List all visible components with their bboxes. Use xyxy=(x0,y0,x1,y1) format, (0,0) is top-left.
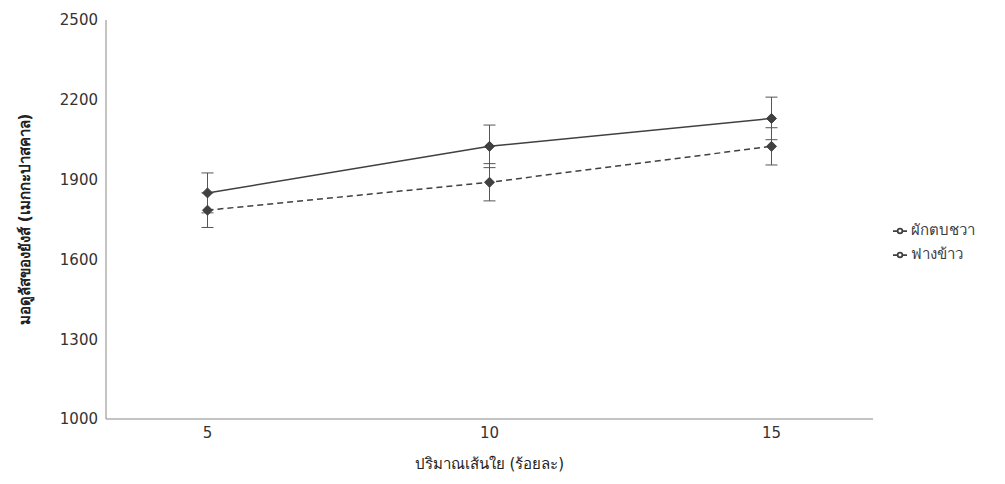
svg-text:2500: 2500 xyxy=(60,11,98,29)
svg-text:15: 15 xyxy=(762,424,781,442)
svg-text:1900: 1900 xyxy=(60,171,98,189)
svg-text:1000: 1000 xyxy=(60,410,98,428)
svg-text:5: 5 xyxy=(203,424,213,442)
svg-text:1600: 1600 xyxy=(60,251,98,269)
svg-text:2200: 2200 xyxy=(60,91,98,109)
svg-text:ปริมาณเส้นใย (ร้อยละ): ปริมาณเส้นใย (ร้อยละ) xyxy=(415,455,564,473)
svg-text:1300: 1300 xyxy=(60,331,98,349)
svg-text:มอดูลัสของยังส์ (เมกกะปาสคาล): มอดูลัสของยังส์ (เมกกะปาสคาล) xyxy=(16,114,35,326)
svg-text:10: 10 xyxy=(480,424,499,442)
html-text:ฟางข้าว: ฟางข้าว xyxy=(911,245,963,263)
html-text:ผักตบชวา: ผักตบชวา xyxy=(911,221,975,239)
